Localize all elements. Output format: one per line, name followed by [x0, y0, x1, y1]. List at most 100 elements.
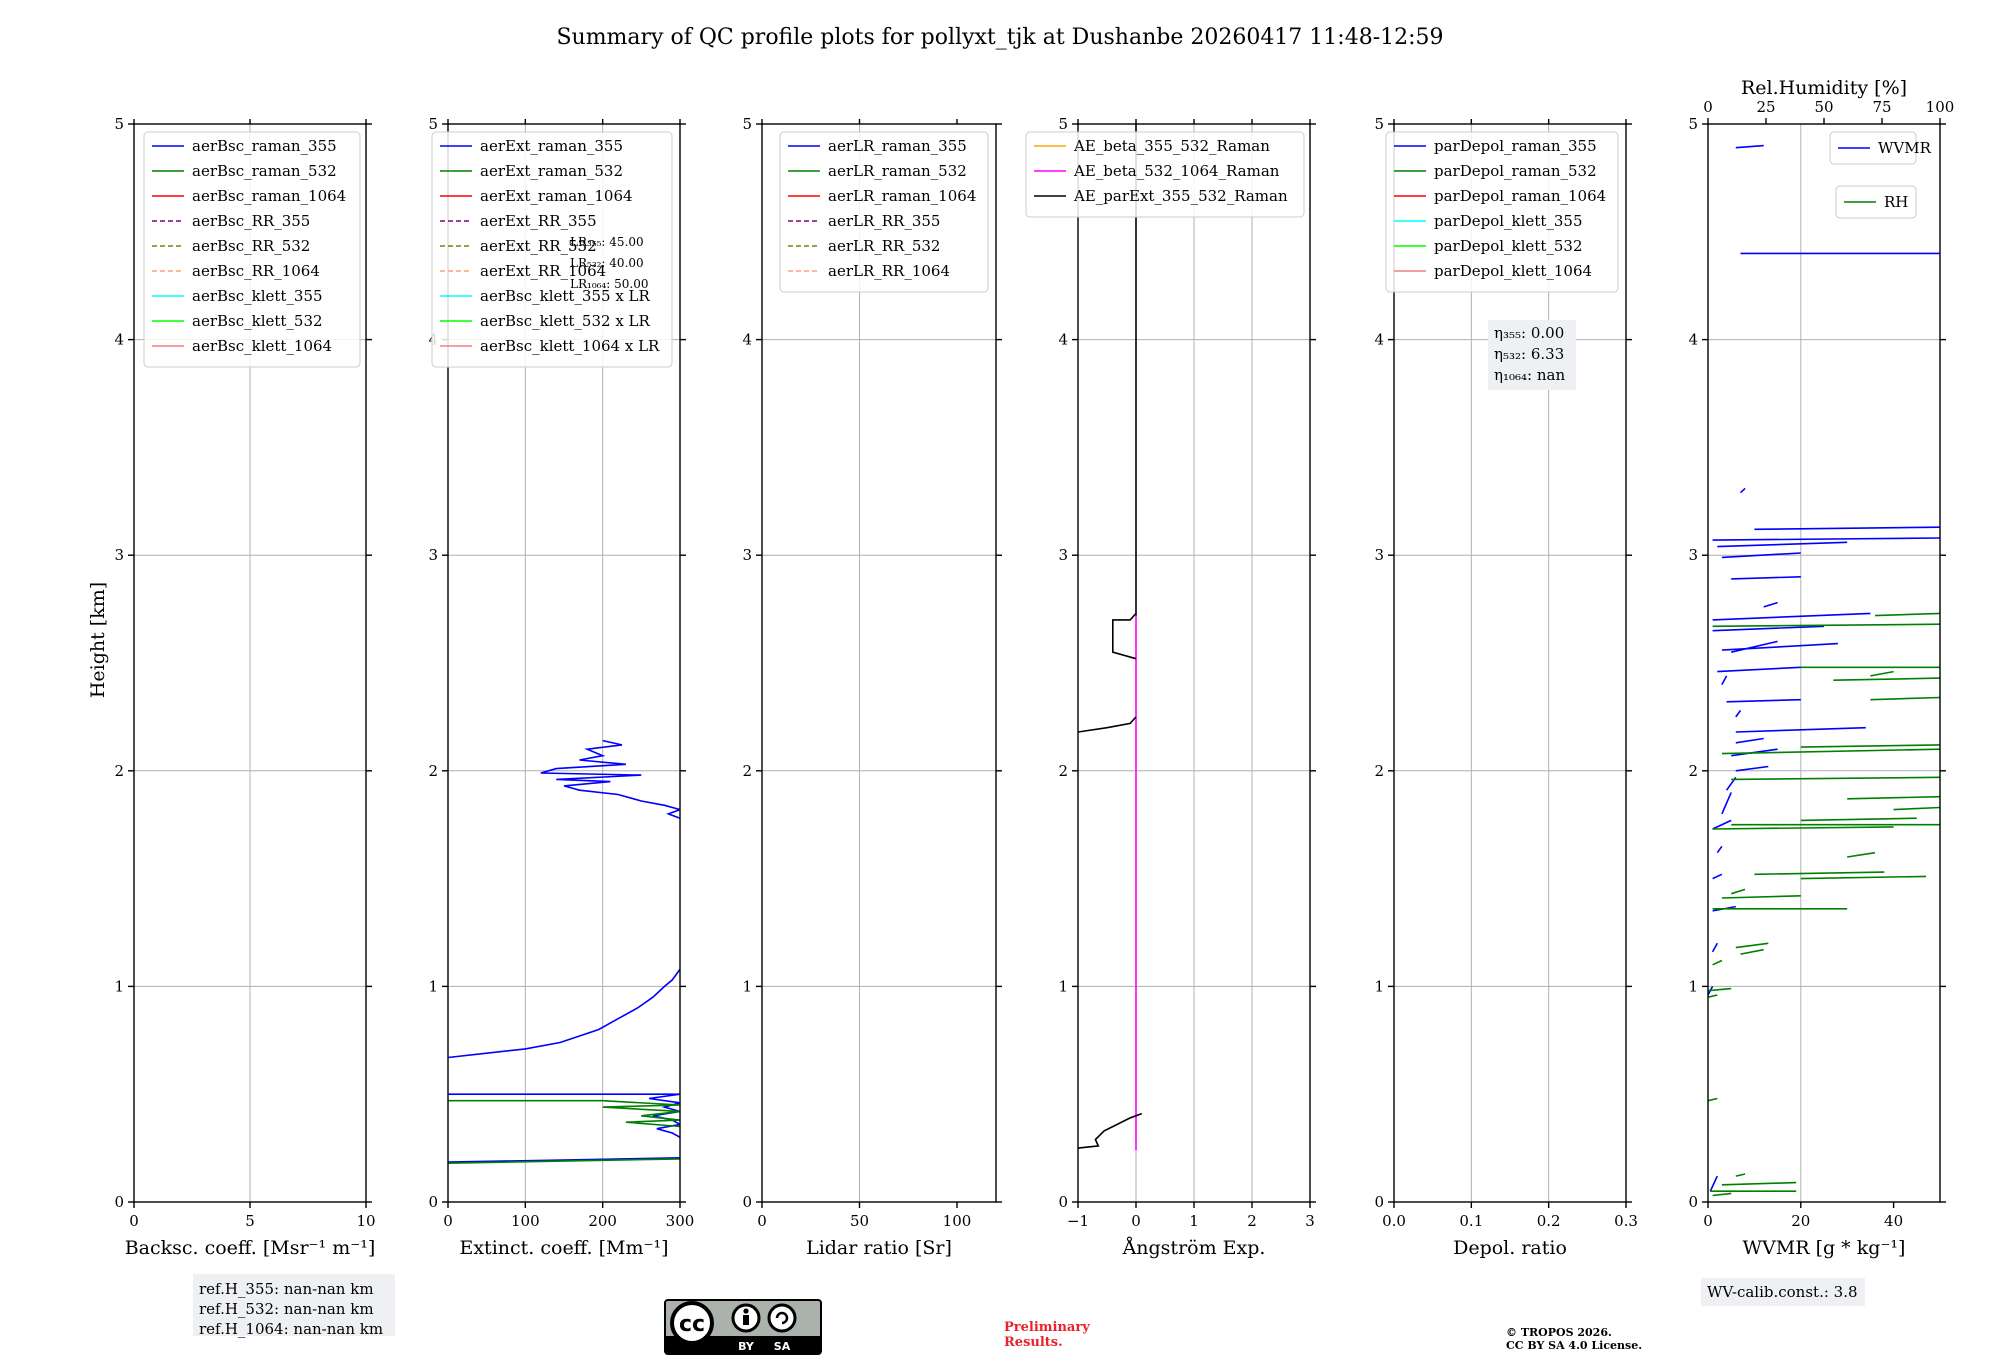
- y-tick-label-bsc: 2: [114, 762, 124, 780]
- legend-entry: aerExt_RR_1064: [480, 262, 606, 280]
- y-tick-label-lr: 5: [742, 115, 752, 133]
- y-tick-label-ae: 4: [1058, 331, 1068, 349]
- copyright-line1: © TROPOS 2026.: [1506, 1326, 1612, 1339]
- y-tick-label-lr: 4: [742, 331, 752, 349]
- rh-segment: [1754, 871, 1885, 876]
- legend-wvmr: WVMR: [1829, 131, 1932, 165]
- ref-height-355: ref.H_355: nan-nan km: [199, 1280, 374, 1298]
- x-tick-label-ext: 100: [511, 1212, 540, 1230]
- x-axis-label-depol: Depol. ratio: [1453, 1237, 1567, 1259]
- data-wv: [1708, 144, 1940, 1197]
- wvmr-segment: [1735, 144, 1764, 149]
- wvmr-segment: [1709, 1175, 1719, 1192]
- legend-entry: aerBsc_RR_532: [192, 237, 310, 255]
- x2-axis-label-wv: Rel.Humidity [%]: [1741, 77, 1907, 99]
- legend-entry: parDepol_raman_355: [1434, 137, 1597, 155]
- x-axis-label-lr: Lidar ratio [Sr]: [806, 1237, 952, 1259]
- legend-entry: aerBsc_klett_1064 x LR: [480, 337, 660, 355]
- rh-segment: [1712, 959, 1723, 966]
- wvmr-segment: [1712, 612, 1871, 621]
- annotation-line: η₃₅₅: 0.00: [1494, 324, 1564, 342]
- y-tick-label-depol: 1: [1374, 977, 1384, 995]
- annotation-ext: LR₃₅₅: 45.00 LR₅₃₂: 40.00 LR₁₀₆₄: 50.00: [570, 235, 648, 291]
- x-tick-label-depol: 0.3: [1614, 1212, 1638, 1230]
- wvmr-segment: [1731, 640, 1778, 653]
- y-tick-label-wv: 4: [1688, 331, 1698, 349]
- rh-segment: [1712, 1192, 1732, 1197]
- legend-entry: aerBsc_klett_355: [192, 287, 323, 305]
- x-axis-label-bsc: Backsc. coeff. [Msr⁻¹ m⁻¹]: [125, 1237, 376, 1259]
- y-tick-label-ae: 0: [1058, 1193, 1068, 1211]
- legend-entry: AE_beta_355_532_Raman: [1073, 137, 1270, 155]
- by-person-head: [743, 1308, 749, 1314]
- wvmr-segment: [1739, 487, 1746, 494]
- wvmr-segment: [1712, 537, 1940, 541]
- x-tick-label-ae: −1: [1067, 1212, 1089, 1230]
- x-tick-label-ext: 300: [666, 1212, 695, 1230]
- wv-calib-box-bg: [1701, 1278, 1865, 1306]
- preliminary-line1: Preliminary: [1004, 1320, 1090, 1335]
- legend-entry: aerExt_RR_355: [480, 212, 597, 230]
- y-tick-label-ext: 2: [428, 762, 438, 780]
- wvmr-segment: [1731, 576, 1801, 580]
- wvmr-segment: [1721, 675, 1728, 685]
- legend-box-bsc: [143, 131, 361, 368]
- wvmr-segment: [1721, 792, 1732, 815]
- x-tick-label-bsc: 10: [356, 1212, 375, 1230]
- y-tick-label-ext: 3: [428, 546, 438, 564]
- series-line-AE_parExt_355_532_Raman: [1112, 612, 1137, 660]
- annotation-depol: η₃₅₅: 0.00 η₅₃₂: 6.33 η₁₀₆₄: nan: [1488, 320, 1576, 390]
- rh-segment: [1712, 623, 1940, 628]
- legend-box-ext: [431, 131, 673, 368]
- legend-entry: parDepol_klett_1064: [1434, 262, 1592, 280]
- panel-bsc: 0 5 10 Backsc. coeff. [Msr⁻¹ m⁻¹] 0 1 2 3 4 5 aerB…: [114, 115, 375, 1259]
- y-tick-label-wv: 0: [1688, 1193, 1698, 1211]
- wvmr-segment: [1735, 726, 1866, 733]
- cc-logo-letters: cc: [679, 1312, 705, 1337]
- x-tick-label-ae: 3: [1305, 1212, 1315, 1230]
- annotation-line: LR₁₀₆₄: 50.00: [570, 277, 648, 291]
- wvmr-segment: [1716, 845, 1723, 854]
- legend-entry: aerLR_RR_1064: [828, 262, 950, 280]
- legend-depol: parDepol_raman_355 parDepol_raman_532 parD…: [1385, 131, 1619, 293]
- legend-entry: RH: [1884, 193, 1908, 211]
- y-axis-label: Height [km]: [87, 582, 109, 698]
- rh-segment: [1847, 795, 1940, 800]
- sa-share-icon: [767, 1303, 797, 1333]
- rh-segment: [1721, 748, 1940, 755]
- rh-segment: [1800, 817, 1917, 822]
- x-axis-label-ae: Ångström Exp.: [1122, 1237, 1266, 1259]
- rh-segment: [1740, 948, 1764, 955]
- ref-height-532: ref.H_532: nan-nan km: [199, 1300, 374, 1318]
- y-tick-label-lr: 3: [742, 546, 752, 564]
- y-tick-label-wv: 2: [1688, 762, 1698, 780]
- series-line-aerExt_raman_355: [540, 739, 680, 819]
- x-tick-label-bsc: 0: [129, 1212, 139, 1230]
- legend-ext: aerExt_raman_355 aerExt_raman_532 aerExt_r…: [431, 131, 673, 368]
- wvmr-segment: [1735, 737, 1764, 744]
- by-person-body: [743, 1315, 749, 1325]
- legend-entry: aerLR_raman_532: [828, 162, 967, 180]
- y-tick-label-lr: 0: [742, 1193, 752, 1211]
- legend-entry: WVMR: [1878, 139, 1932, 157]
- data-ext: [448, 739, 680, 1164]
- legend-entry: aerLR_raman_1064: [828, 187, 976, 205]
- x2-tick-label-wv: 50: [1814, 98, 1833, 116]
- axes-frame-wv: [1707, 123, 1941, 1203]
- x-tick-label-depol: 0.2: [1537, 1212, 1561, 1230]
- rh-segment: [1731, 776, 1940, 781]
- x2-tick-label-wv: 0: [1703, 98, 1713, 116]
- axes-frame-depol: [1393, 123, 1627, 1203]
- wvmr-segment: [1712, 819, 1732, 830]
- ref-height-box: ref.H_355: nan-nan km ref.H_532: nan-nan…: [193, 1274, 395, 1338]
- x-tick-label-wv: 0: [1703, 1212, 1713, 1230]
- figure-title: Summary of QC profile plots for pollyxt_…: [556, 25, 1443, 50]
- wvmr-segment: [1711, 942, 1719, 953]
- wvmr-segment: [1735, 709, 1742, 718]
- x-tick-label-bsc: 5: [245, 1212, 255, 1230]
- rh-segment: [1721, 895, 1801, 899]
